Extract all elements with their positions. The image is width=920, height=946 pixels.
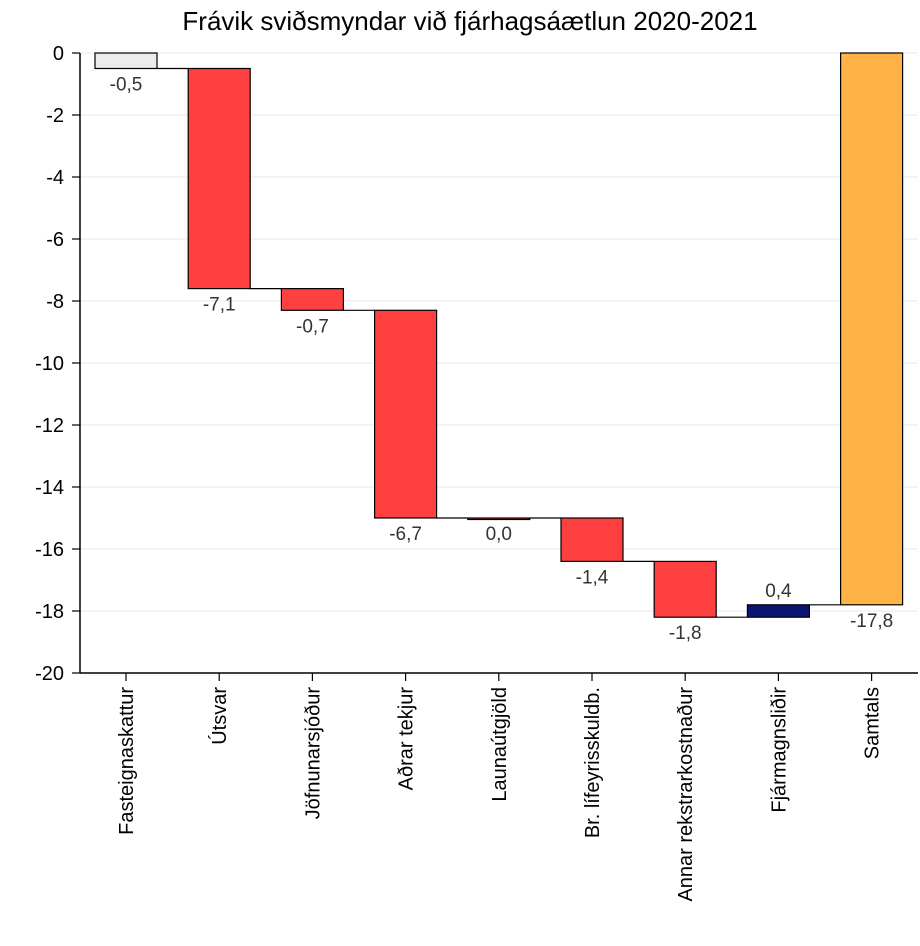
data-label-8: -17,8	[850, 611, 893, 632]
y-axis: 0 -2 -4 -6 -8 -10 -12 -14 -16 -18 -20	[35, 43, 81, 685]
x-tick-label: Aðrar tekjur	[396, 687, 418, 791]
x-tick-label: Útsvar	[208, 687, 231, 745]
data-label-6: -1,8	[669, 623, 702, 644]
data-label-4: 0,0	[486, 524, 512, 545]
bar-5	[560, 517, 624, 563]
y-tick-label: -20	[35, 663, 64, 685]
data-label-5: -1,4	[576, 567, 609, 588]
bar-6	[653, 560, 717, 618]
data-label-1: -7,1	[203, 295, 236, 316]
data-label-0: -0,5	[110, 75, 143, 96]
y-tick-label: -4	[46, 167, 64, 189]
bar-0	[94, 52, 158, 70]
data-label-7: 0,4	[765, 581, 792, 602]
y-tick-label: -10	[35, 353, 64, 375]
y-tick-label: -14	[35, 477, 64, 499]
bar-8	[839, 52, 904, 606]
y-tick-label: -12	[35, 415, 64, 437]
x-tick-label: Annar rekstrarkostnaður	[675, 687, 697, 902]
chart-title: Frávik sviðsmyndar við fjárhagsáætlun 20…	[182, 6, 757, 36]
data-labels: -0,5 -7,1 -0,7 -6,7 0,0 -1,4 -1,8 0,4 -17,8	[110, 75, 894, 645]
connectors	[157, 67, 841, 618]
data-label-3: -6,7	[389, 524, 422, 545]
bar-3	[374, 309, 438, 519]
bar-4	[467, 517, 531, 521]
y-tick-label: -8	[46, 291, 64, 313]
y-tick-label: -18	[35, 601, 64, 623]
x-axis: Fasteignaskattur Útsvar Jöfnunarsjóður Aðra…	[80, 672, 918, 902]
y-tick-label: -16	[35, 539, 64, 561]
x-tick-label: Br. lífeyrisskuldb.	[582, 687, 604, 838]
x-tick-label: Fjármagnsliðir	[768, 687, 790, 813]
data-label-2: -0,7	[296, 316, 329, 337]
bar-1	[187, 67, 251, 290]
x-tick-label: Fasteignaskattur	[116, 687, 138, 835]
y-tick-label: -2	[46, 105, 64, 127]
bar-7	[746, 604, 811, 618]
y-tick-label: -6	[46, 229, 64, 251]
bar-2	[280, 288, 344, 311]
x-tick-label: Samtals	[862, 687, 884, 759]
x-tick-label: Jöfnunarsjóður	[302, 687, 324, 820]
x-tick-label: Launaútgjöld	[489, 687, 511, 802]
y-tick-label: 0	[53, 43, 64, 65]
bars	[94, 52, 904, 618]
